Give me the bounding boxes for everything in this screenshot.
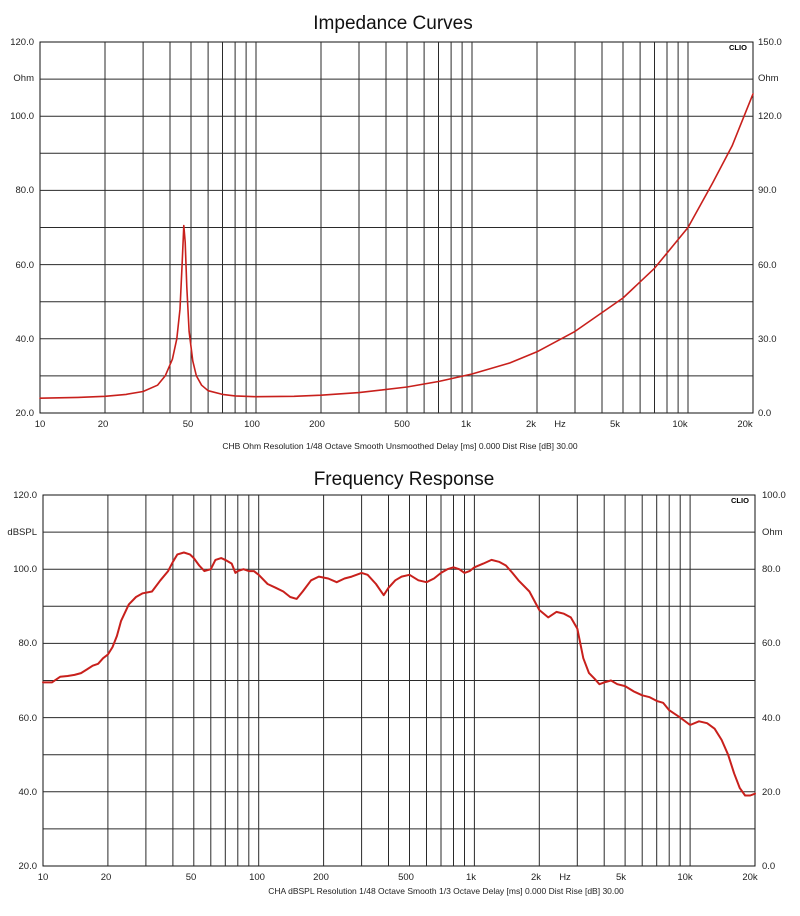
clio-logo: CLIO <box>731 496 749 505</box>
chart-title: Impedance Curves <box>313 13 472 34</box>
x-tick-label: 100 <box>244 419 260 430</box>
y2-tick-label: 30.0 <box>758 334 777 345</box>
y-tick-label: 80.0 <box>19 638 38 649</box>
y2-tick-label: 80.0 <box>762 564 781 575</box>
x-tick-label: 10k <box>677 872 693 883</box>
y2-tick-label: 40.0 <box>762 713 781 724</box>
y-tick-label: 20.0 <box>19 861 38 872</box>
curve-group <box>42 551 756 797</box>
y2-tick-label: 20.0 <box>762 787 781 798</box>
x-tick-label: 500 <box>398 872 414 883</box>
impedance-chart: Impedance Curves CLIO 120.0 Ohm 100.0 80… <box>10 13 782 451</box>
y-tick-label: 80.0 <box>16 185 35 196</box>
impedance-curve <box>39 93 754 399</box>
y2-tick-label: 150.0 <box>758 37 782 48</box>
y-tick-label: 120.0 <box>10 37 34 48</box>
x-tick-label: 200 <box>313 872 329 883</box>
y2-tick-label: 120.0 <box>758 111 782 122</box>
x-tick-label: 50 <box>186 872 197 883</box>
x-tick-label: 5k <box>616 872 626 883</box>
frequency-response-curve <box>42 551 756 797</box>
grid <box>40 42 753 413</box>
chart-caption: CHB Ohm Resolution 1/48 Octave Smooth Un… <box>222 441 578 451</box>
y2-tick-label: 0.0 <box>762 861 775 872</box>
x-tick-label: 2k <box>526 419 536 430</box>
x-tick-label: 2k <box>531 872 541 883</box>
y-tick-label: 20.0 <box>16 408 35 419</box>
x-tick-label: 100 <box>249 872 265 883</box>
y2-tick-label: 0.0 <box>758 408 771 419</box>
x-tick-label: 1k <box>466 872 476 883</box>
y-tick-label: 60.0 <box>16 260 35 271</box>
y-tick-label: 60.0 <box>19 713 38 724</box>
x-tick-label: 20 <box>98 419 109 430</box>
x-tick-label: 20k <box>737 419 753 430</box>
chart-caption: CHA dBSPL Resolution 1/48 Octave Smooth … <box>268 886 624 896</box>
y-tick-label: 40.0 <box>16 334 35 345</box>
chart-title: Frequency Response <box>314 469 495 490</box>
y2-unit-label: Ohm <box>762 527 783 538</box>
clio-logo: CLIO <box>729 43 747 52</box>
y-tick-label: 100.0 <box>10 111 34 122</box>
y2-tick-label: 60.0 <box>758 260 777 271</box>
x-tick-label: 1k <box>461 419 471 430</box>
x-tick-label: 20k <box>742 872 758 883</box>
x-tick-label: 20 <box>101 872 112 883</box>
x-tick-label: 5k <box>610 419 620 430</box>
curve-group <box>39 93 754 399</box>
x-tick-label: 10 <box>38 872 49 883</box>
x-tick-label: 10k <box>672 419 688 430</box>
y-unit-label: dBSPL <box>7 527 37 538</box>
x-unit-label: Hz <box>559 872 571 883</box>
x-tick-label: 10 <box>35 419 46 430</box>
y-tick-label: 100.0 <box>13 564 37 575</box>
y-unit-label: Ohm <box>13 73 34 84</box>
x-tick-label: 200 <box>309 419 325 430</box>
x-tick-label: 500 <box>394 419 410 430</box>
y-tick-label: 40.0 <box>19 787 38 798</box>
grid <box>43 495 755 866</box>
y2-unit-label: Ohm <box>758 73 779 84</box>
x-unit-label: Hz <box>554 419 566 430</box>
x-tick-label: 50 <box>183 419 194 430</box>
y-tick-label: 120.0 <box>13 490 37 501</box>
frequency-response-chart: Frequency Response CLIO 120.0 dBSPL 100.… <box>7 469 785 896</box>
y2-tick-label: 100.0 <box>762 490 786 501</box>
y2-tick-label: 60.0 <box>762 638 781 649</box>
y2-tick-label: 90.0 <box>758 185 777 196</box>
